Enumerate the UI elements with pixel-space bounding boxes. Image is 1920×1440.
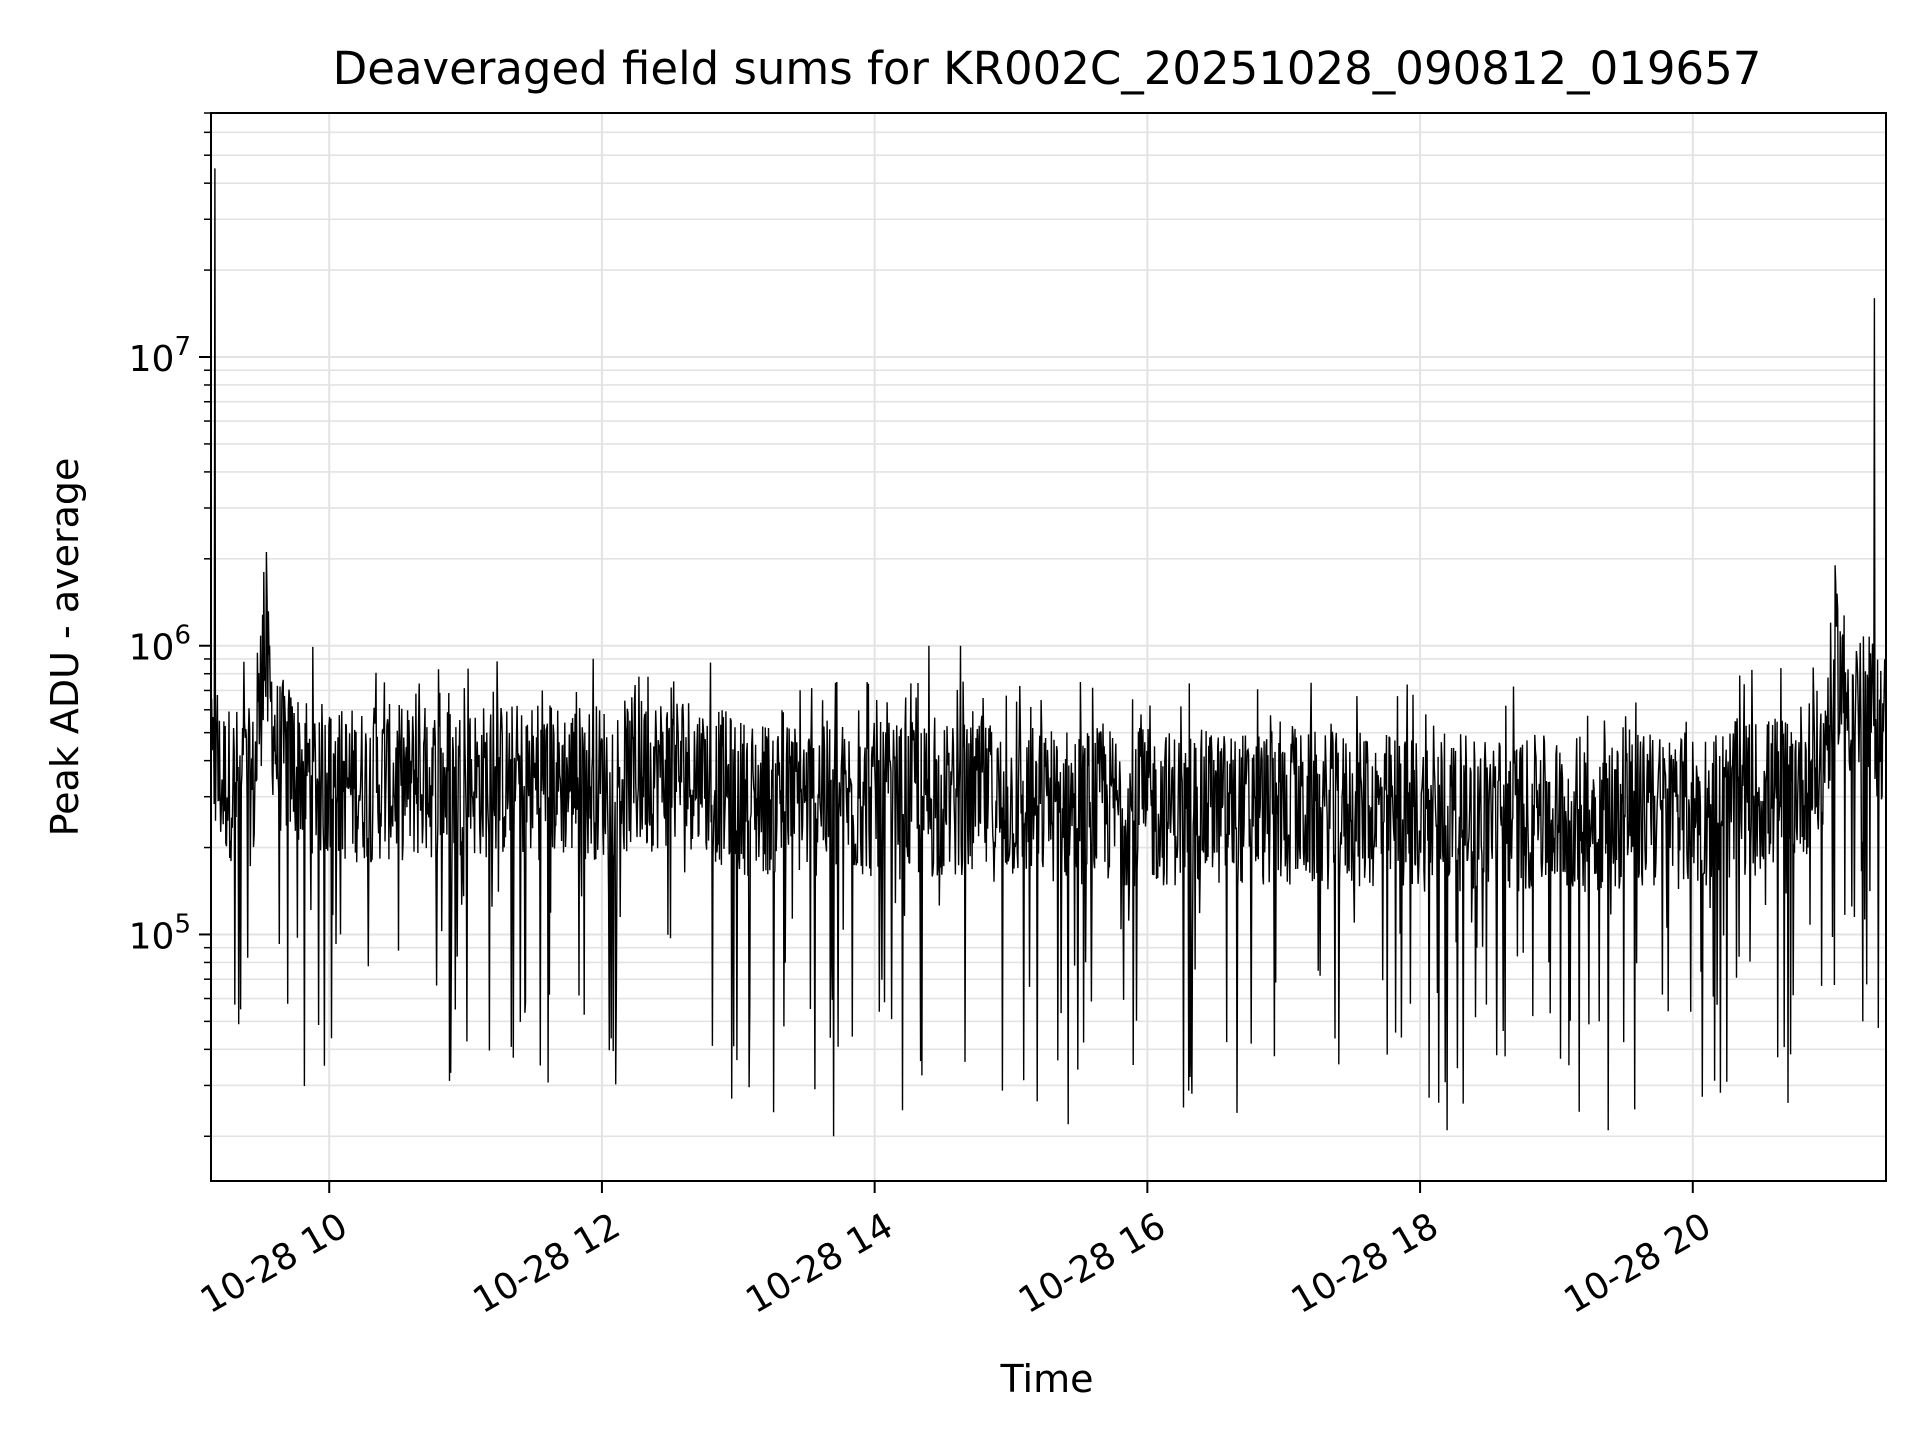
y-tick-label: 105 xyxy=(129,909,191,957)
y-tick-label: 107 xyxy=(129,332,191,380)
y-axis-label: Peak ADU - average xyxy=(43,458,87,837)
series-peak-adu xyxy=(211,168,1886,1137)
y-axis-ticks: 105 106 107 xyxy=(129,112,211,1138)
y-tick-label: 106 xyxy=(129,621,191,669)
series-line xyxy=(211,168,1886,1137)
chart-title: Deaveraged field sums for KR002C_2025102… xyxy=(333,42,1762,95)
x-axis-label: Time xyxy=(1000,1357,1094,1401)
plot-frame xyxy=(210,112,1887,1182)
